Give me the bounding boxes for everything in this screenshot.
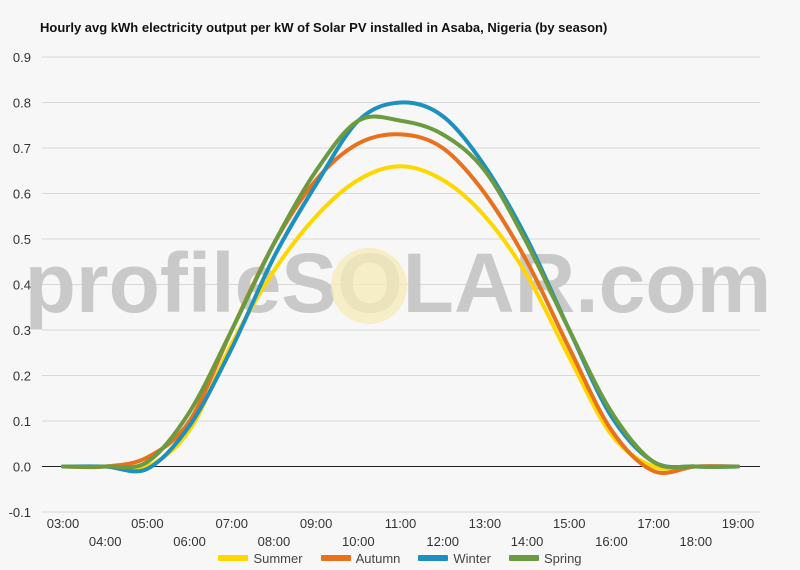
series-lines	[61, 100, 740, 476]
y-tick-label: 0.5	[13, 232, 31, 247]
legend-label: Winter	[453, 550, 491, 566]
x-tick-label: 15:00	[553, 516, 586, 531]
legend-label: Summer	[253, 550, 303, 566]
legend-item-summer[interactable]: Summer	[218, 550, 303, 566]
legend-swatch	[508, 555, 539, 561]
legend-item-spring[interactable]: Spring	[508, 550, 582, 566]
x-tick-label: 14:00	[511, 534, 544, 549]
legend-label: Spring	[543, 550, 582, 566]
x-tick-label: 17:00	[637, 516, 670, 531]
legend-item-winter[interactable]: Winter	[418, 551, 491, 566]
legend-swatch	[418, 555, 449, 561]
y-tick-label: 0.7	[13, 141, 31, 156]
sun-logo-icon	[331, 248, 407, 324]
y-tick-label: 0.4	[13, 278, 31, 293]
y-tick-label: 0.6	[13, 187, 31, 202]
x-axis: 03:00 04:00 05:00 06:00 07:00 08:00 09:00 10:00…	[47, 516, 755, 549]
x-tick-label: 07:00	[215, 516, 248, 531]
x-tick-label: 12:00	[426, 534, 459, 549]
x-tick-label: 19:00	[722, 516, 755, 531]
y-tick-label: 0.9	[13, 50, 31, 65]
series-line-spring	[61, 114, 740, 470]
legend: Summer Autumn Winter Spring	[0, 549, 800, 566]
y-tick-label: 0.3	[13, 323, 31, 338]
series-line-summer	[61, 164, 740, 472]
legend-swatch	[320, 555, 351, 561]
x-tick-label: 06:00	[173, 534, 206, 549]
legend-swatch	[218, 555, 249, 561]
x-tick-label: 10:00	[342, 534, 375, 549]
x-tick-label: 03:00	[47, 516, 80, 531]
series-line-winter	[61, 100, 740, 474]
legend-item-autumn[interactable]: Autumn	[320, 550, 401, 566]
x-tick-label: 04:00	[89, 534, 122, 549]
x-tick-label: 18:00	[680, 534, 713, 549]
x-tick-label: 09:00	[300, 516, 333, 531]
x-tick-label: 16:00	[595, 534, 628, 549]
series-line-autumn	[61, 132, 740, 476]
x-tick-label: 13:00	[469, 516, 502, 531]
chart-title: Hourly avg kWh electricity output per kW…	[40, 20, 608, 35]
x-tick-label: 08:00	[258, 534, 291, 549]
legend-label: Autumn	[355, 550, 401, 566]
y-tick-label: 0.1	[13, 414, 31, 429]
y-tick-label: 0.2	[13, 369, 31, 384]
x-tick-label: 05:00	[131, 516, 164, 531]
y-tick-label: -0.1	[9, 505, 31, 520]
y-axis: -0.1 0.0 0.1 0.2 0.3 0.4 0.5 0.6 0.7 0.8 0.9	[9, 50, 31, 520]
y-tick-label: 0.0	[13, 460, 31, 475]
x-tick-label: 11:00	[385, 516, 417, 531]
y-tick-label: 0.8	[13, 96, 31, 111]
